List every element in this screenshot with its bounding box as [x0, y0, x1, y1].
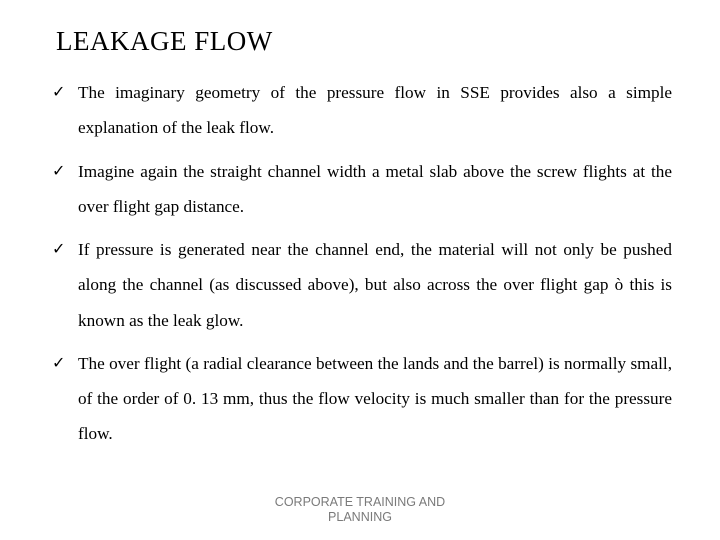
- footer-line-2: PLANNING: [0, 510, 720, 526]
- bullet-list: The imaginary geometry of the pressure f…: [48, 75, 672, 452]
- bullet-item: The over flight (a radial clearance betw…: [48, 346, 672, 452]
- bullet-item: If pressure is generated near the channe…: [48, 232, 672, 338]
- footer: CORPORATE TRAINING AND PLANNING: [0, 495, 720, 526]
- slide-title: LEAKAGE FLOW: [56, 26, 672, 57]
- bullet-item: The imaginary geometry of the pressure f…: [48, 75, 672, 146]
- footer-line-1: CORPORATE TRAINING AND: [0, 495, 720, 511]
- bullet-item: Imagine again the straight channel width…: [48, 154, 672, 225]
- slide-container: LEAKAGE FLOW The imaginary geometry of t…: [0, 0, 720, 540]
